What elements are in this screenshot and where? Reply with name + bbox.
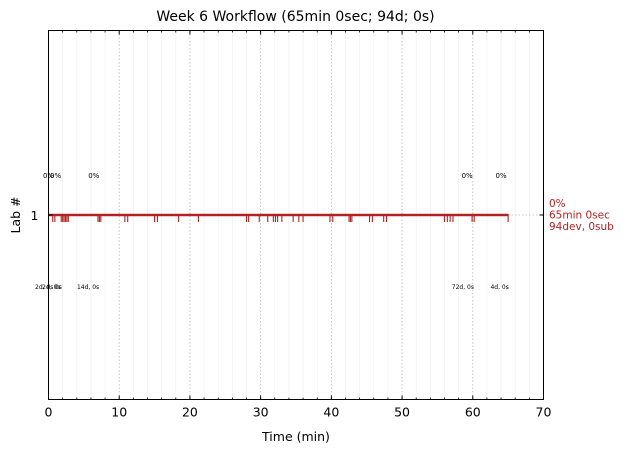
timeline-marks bbox=[48, 213, 550, 222]
x-tick-label: 0 bbox=[45, 405, 53, 420]
end-label-line: 94dev, 0sub bbox=[549, 221, 614, 233]
x-tick-label: 40 bbox=[323, 405, 339, 420]
top-annotation: 0% bbox=[462, 172, 473, 180]
x-tick-label: 60 bbox=[465, 405, 481, 420]
x-tick-label: 20 bbox=[182, 405, 198, 420]
y-axis-label: Lab # bbox=[8, 196, 23, 233]
bottom-annotation: 2d, 0s bbox=[35, 284, 53, 291]
bottom-annotation: 2d, 0s bbox=[42, 284, 60, 291]
top-annotation: 0% bbox=[496, 172, 507, 180]
x-tick-label: 50 bbox=[394, 405, 410, 420]
x-tick-label: 10 bbox=[111, 405, 127, 420]
bottom-annotation: 4d, 0s bbox=[490, 284, 508, 291]
x-axis-label: Time (min) bbox=[261, 429, 330, 444]
bottom-annotation: 14d, 0s bbox=[77, 284, 99, 291]
bottom-annotation: 0s bbox=[55, 284, 62, 291]
x-tick-label: 30 bbox=[253, 405, 269, 420]
top-annotation: 0% bbox=[88, 172, 99, 180]
end-label-line: 0% bbox=[549, 198, 566, 210]
chart-title: Week 6 Workflow (65min 0sec; 94d; 0s) bbox=[156, 9, 434, 25]
y-tick-label: 1 bbox=[31, 208, 39, 223]
top-annotation: 0% bbox=[50, 172, 61, 180]
bottom-annotation: 72d, 0s bbox=[452, 284, 474, 291]
x-tick-label: 70 bbox=[536, 405, 552, 420]
x-axis: 0 10 20 30 40 50 60 70 bbox=[45, 30, 552, 420]
end-label-line: 65min 0sec bbox=[549, 210, 610, 222]
y-axis: 1 bbox=[31, 208, 544, 223]
